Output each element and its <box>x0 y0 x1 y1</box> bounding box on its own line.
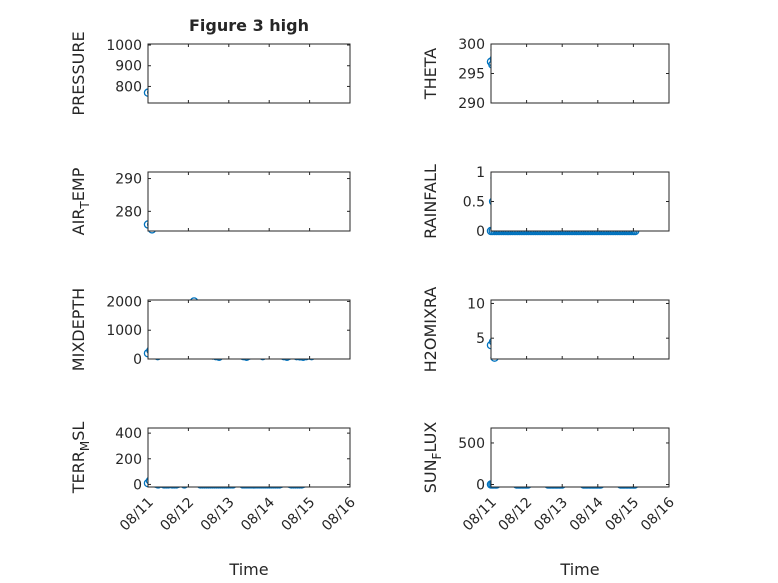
x-tick-label: 08/13 <box>198 495 238 535</box>
y-tick-label: 500 <box>458 436 485 452</box>
y-tick-label: 280 <box>115 204 142 220</box>
x-tick-label: 08/13 <box>531 495 571 535</box>
axes-box <box>147 299 351 360</box>
axes-box <box>490 43 670 104</box>
subplot-1: 800 900 1000 PRESSURE Figure 3 high <box>69 16 351 116</box>
chart-title: Figure 3 high <box>189 16 309 35</box>
axes-box <box>147 427 351 488</box>
y-tick-label: 10 <box>467 296 485 312</box>
axes-box <box>490 427 670 488</box>
x-tick-label: 08/15 <box>602 495 642 535</box>
y-axis-label: RAINFALL <box>421 164 440 239</box>
x-tick-label: 08/12 <box>157 495 197 535</box>
y-axis-label: H2OMIXRA <box>421 287 440 373</box>
y-tick-label: 800 <box>115 79 142 95</box>
subplot-2: 290 295 300 THETA <box>421 37 670 112</box>
y-axis-label: PRESSURE <box>69 31 88 115</box>
y-tick-label: 1000 <box>106 323 142 339</box>
x-tick-label: 08/14 <box>567 494 607 534</box>
y-tick-label: 900 <box>115 59 142 75</box>
y-tick-label: 5 <box>476 331 485 347</box>
x-tick-label: 08/15 <box>279 495 319 535</box>
subplot-3: 280 290 AIRTEMP <box>69 167 351 235</box>
x-tick-label: 08/14 <box>238 494 278 534</box>
axes-box <box>490 171 670 232</box>
y-tick-label: 295 <box>458 67 485 83</box>
y-tick-label: 0 <box>133 477 142 493</box>
y-tick-label: 290 <box>458 96 485 112</box>
subplot-4: 0 0.5 1 RAINFALL <box>421 164 670 240</box>
y-tick-label: 0.5 <box>463 195 485 211</box>
y-tick-label: 300 <box>458 37 485 53</box>
y-tick-label: 1 <box>476 165 485 181</box>
y-tick-label: 2000 <box>106 294 142 310</box>
x-axis-label: Time <box>228 560 268 579</box>
y-tick-label: 200 <box>115 452 142 468</box>
subplot-5: 0 1000 2000 MIXDEPTH <box>69 288 351 371</box>
subplot-6: 5 10 H2OMIXRA <box>421 287 670 373</box>
y-axis-label: AIRTEMP <box>69 167 92 235</box>
y-tick-label: 400 <box>115 426 142 442</box>
y-tick-label: 0 <box>133 352 142 368</box>
x-tick-label: 08/11 <box>460 495 500 535</box>
axes-box <box>490 299 670 360</box>
y-axis-label: THETA <box>421 48 440 100</box>
y-axis-label: MIXDEPTH <box>69 288 88 371</box>
subplot-7: 0 200 400 08/11 08/12 08/13 08/14 08/15 08/16 TER… <box>69 422 359 579</box>
x-tick-label: 08/11 <box>117 495 157 535</box>
y-tick-label: 0 <box>476 224 485 240</box>
x-tick-label: 08/16 <box>638 494 678 534</box>
y-axis-label: TERRMSL <box>69 422 92 495</box>
x-tick-label: 08/16 <box>319 494 359 534</box>
x-tick-label: 08/12 <box>496 495 536 535</box>
y-tick-label: 1000 <box>106 38 142 54</box>
y-tick-label: 0 <box>476 478 485 494</box>
axes-box <box>147 43 351 104</box>
x-axis-label: Time <box>559 560 599 579</box>
axes-box <box>147 171 351 232</box>
y-tick-label: 290 <box>115 172 142 188</box>
y-axis-label: SUNFLUX <box>421 422 444 494</box>
